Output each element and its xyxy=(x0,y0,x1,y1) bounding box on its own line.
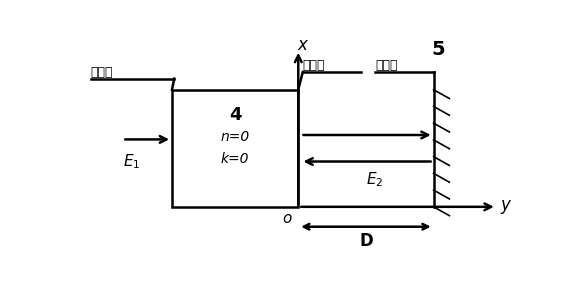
Text: D: D xyxy=(359,232,373,250)
Text: 被测面: 被测面 xyxy=(375,59,398,72)
Text: $y$: $y$ xyxy=(499,198,512,216)
Bar xyxy=(172,90,299,207)
Text: k=0: k=0 xyxy=(221,152,249,166)
Text: $E_2$: $E_2$ xyxy=(366,170,384,189)
Text: 出射面: 出射面 xyxy=(303,59,325,72)
Text: $x$: $x$ xyxy=(297,36,309,55)
Text: $E_1$: $E_1$ xyxy=(123,152,140,171)
Text: $o$: $o$ xyxy=(282,212,292,226)
Text: 入射面: 入射面 xyxy=(91,66,113,79)
Text: n=0: n=0 xyxy=(221,130,250,144)
Text: 4: 4 xyxy=(229,106,242,124)
Text: 5: 5 xyxy=(431,40,445,59)
